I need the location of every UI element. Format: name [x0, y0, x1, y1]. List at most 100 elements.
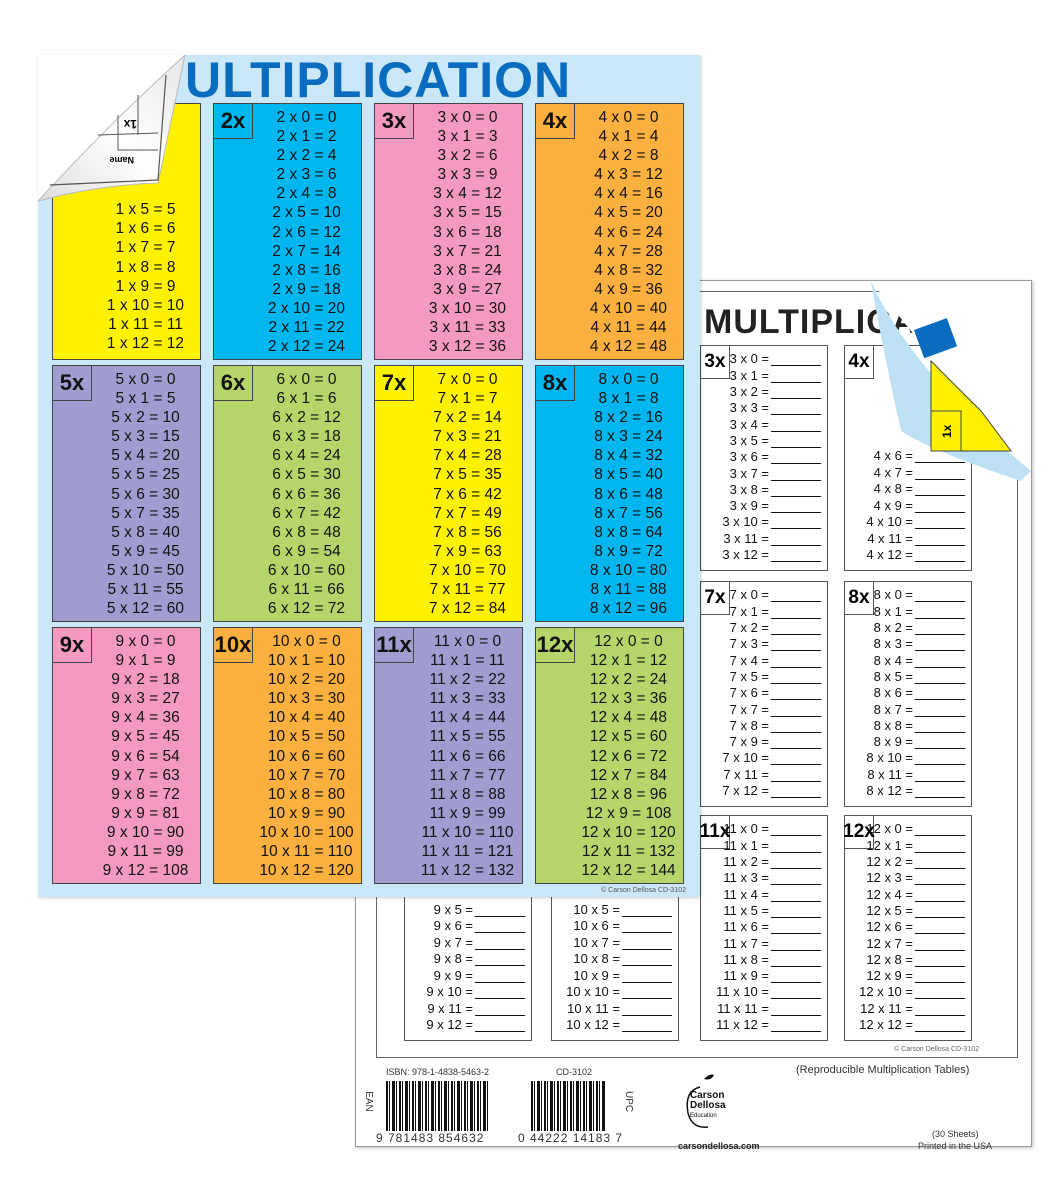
answer-blank[interactable]: [915, 737, 965, 750]
answer-blank[interactable]: [771, 737, 821, 750]
answer-blank[interactable]: [771, 469, 821, 481]
answer-blank[interactable]: [622, 954, 672, 966]
answer-blank[interactable]: [771, 786, 821, 799]
answer-blank[interactable]: [475, 987, 525, 999]
answer-blank[interactable]: [915, 623, 965, 635]
answer-blank[interactable]: [915, 672, 965, 684]
equation: 12 x 10 = 120: [581, 823, 676, 841]
answer-blank[interactable]: [915, 987, 965, 1000]
equation: 11 x 11 = 121: [421, 843, 514, 861]
answer-blank[interactable]: [771, 770, 821, 782]
answer-blank[interactable]: [915, 656, 965, 668]
answer-blank[interactable]: [915, 1020, 965, 1033]
answer-blank[interactable]: [771, 939, 821, 951]
answer-blank[interactable]: [475, 938, 525, 950]
answer-blank[interactable]: [915, 922, 965, 935]
answer-blank[interactable]: [915, 639, 965, 652]
equation: 3 x 5 =: [729, 432, 769, 448]
answer-blank[interactable]: [915, 451, 965, 463]
answer-blank[interactable]: [915, 824, 965, 837]
answer-blank[interactable]: [771, 623, 821, 635]
answer-blank[interactable]: [771, 906, 821, 918]
answer-blank[interactable]: [915, 534, 965, 546]
answer-blank[interactable]: [915, 688, 965, 701]
equation: 9 x 7 = 63: [111, 766, 180, 784]
answer-blank[interactable]: [771, 1020, 821, 1033]
answer-blank[interactable]: [771, 607, 821, 619]
answer-blank[interactable]: [915, 971, 965, 984]
answer-blank[interactable]: [771, 922, 821, 935]
answer-blank[interactable]: [475, 954, 525, 966]
equation: 3 x 6 =: [729, 449, 769, 465]
answer-blank[interactable]: [915, 550, 965, 562]
answer-blank[interactable]: [771, 550, 821, 563]
answer-blank[interactable]: [771, 753, 821, 766]
answer-blank[interactable]: [475, 1004, 525, 1016]
answer-blank[interactable]: [915, 1004, 965, 1016]
answer-blank[interactable]: [475, 1020, 525, 1032]
answer-blank[interactable]: [771, 987, 821, 1000]
answer-blank[interactable]: [915, 721, 965, 733]
answer-blank[interactable]: [915, 484, 965, 496]
answer-blank[interactable]: [771, 590, 821, 603]
answer-blank[interactable]: [915, 939, 965, 951]
answer-blank[interactable]: [771, 688, 821, 701]
answer-blank[interactable]: [622, 987, 672, 999]
answer-blank[interactable]: [771, 656, 821, 668]
answer-blank[interactable]: [915, 590, 965, 603]
answer-blank[interactable]: [915, 607, 965, 619]
answer-blank[interactable]: [771, 436, 821, 448]
answer-blank[interactable]: [771, 420, 821, 432]
answer-blank[interactable]: [915, 890, 965, 902]
worksheet-row: 12 x 4 =: [845, 885, 971, 902]
answer-blank[interactable]: [622, 971, 672, 983]
answer-blank[interactable]: [771, 857, 821, 869]
answer-blank[interactable]: [915, 770, 965, 782]
answer-blank[interactable]: [475, 921, 525, 933]
answer-blank[interactable]: [915, 468, 965, 480]
answer-blank[interactable]: [771, 485, 821, 497]
equation: 3 x 3 = 9: [437, 166, 498, 184]
answer-blank[interactable]: [622, 1004, 672, 1016]
answer-blank[interactable]: [771, 971, 821, 984]
answer-blank[interactable]: [915, 501, 965, 513]
answer-blank[interactable]: [915, 841, 965, 853]
answer-blank[interactable]: [915, 906, 965, 918]
answer-blank[interactable]: [771, 403, 821, 416]
answer-blank[interactable]: [622, 905, 672, 917]
answer-blank[interactable]: [771, 387, 821, 399]
answer-blank[interactable]: [771, 517, 821, 530]
answer-blank[interactable]: [915, 955, 965, 967]
answer-blank[interactable]: [475, 971, 525, 983]
answer-blank[interactable]: [771, 824, 821, 837]
answer-blank[interactable]: [771, 534, 821, 546]
answer-blank[interactable]: [622, 938, 672, 950]
answer-blank[interactable]: [771, 955, 821, 967]
answer-blank[interactable]: [771, 672, 821, 684]
answer-blank[interactable]: [771, 371, 821, 383]
answer-blank[interactable]: [915, 517, 965, 529]
answer-blank[interactable]: [915, 857, 965, 869]
equation: 9 x 6 =: [433, 918, 473, 933]
answer-blank[interactable]: [771, 705, 821, 717]
answer-blank[interactable]: [475, 905, 525, 917]
answer-blank[interactable]: [771, 841, 821, 853]
answer-blank[interactable]: [915, 753, 965, 766]
answer-blank[interactable]: [771, 639, 821, 652]
sheet-count: (30 Sheets): [932, 1129, 979, 1139]
answer-blank[interactable]: [771, 890, 821, 902]
answer-blank[interactable]: [771, 1004, 821, 1016]
answer-blank[interactable]: [771, 452, 821, 465]
answer-blank[interactable]: [622, 921, 672, 933]
answer-blank[interactable]: [771, 354, 821, 367]
answer-blank[interactable]: [771, 873, 821, 886]
answer-blank[interactable]: [771, 501, 821, 514]
answer-blank[interactable]: [915, 786, 965, 799]
answer-blank[interactable]: [915, 705, 965, 717]
equation: 3 x 12 =: [722, 547, 769, 563]
answer-blank[interactable]: [622, 1020, 672, 1032]
upc-barcode: [531, 1081, 606, 1131]
answer-blank[interactable]: [915, 873, 965, 886]
answer-blank[interactable]: [771, 721, 821, 733]
equation: 9 x 5 = 45: [111, 728, 180, 746]
